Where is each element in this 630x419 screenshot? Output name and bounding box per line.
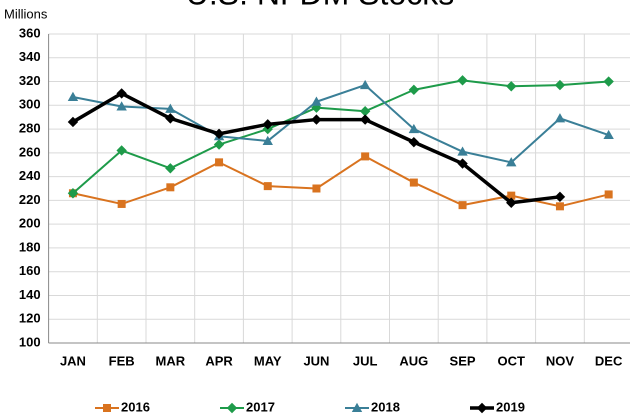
legend-label: 2018 (371, 399, 400, 414)
marker (506, 197, 517, 208)
marker (361, 152, 370, 161)
marker (555, 202, 564, 211)
y-tick-label: 120 (19, 311, 41, 326)
marker (213, 139, 225, 150)
y-tick-label: 240 (19, 168, 41, 183)
marker (67, 188, 79, 199)
marker (67, 91, 79, 101)
marker (166, 183, 175, 192)
marker (116, 145, 127, 156)
marker (359, 114, 371, 125)
marker (359, 79, 371, 90)
marker (408, 84, 420, 96)
marker (554, 191, 566, 203)
marker (554, 79, 566, 91)
marker (408, 136, 420, 148)
marker (457, 75, 468, 86)
y-tick-label: 220 (19, 192, 41, 207)
marker (604, 190, 613, 199)
x-tick-label: JUL (353, 353, 378, 368)
x-tick-label: FEB (109, 353, 135, 368)
marker (457, 146, 468, 156)
x-tick-label: MAR (156, 353, 186, 368)
y-tick-label: 140 (19, 287, 41, 302)
marker (603, 76, 614, 87)
x-tick-label: MAY (254, 353, 282, 368)
marker (458, 201, 467, 210)
y-tick-label: 340 (19, 49, 41, 64)
marker (262, 119, 273, 130)
y-tick-label: 260 (19, 144, 41, 159)
series-line (72, 79, 609, 195)
marker (263, 182, 272, 191)
x-tick-label: OCT (498, 353, 526, 368)
marker (117, 199, 126, 208)
legend-label: 2019 (496, 399, 525, 414)
marker (165, 113, 176, 124)
y-tick-label: 180 (19, 239, 41, 254)
marker (351, 402, 363, 412)
marker (165, 103, 176, 113)
chart-title: U.S. NFDM Stocks (186, 0, 454, 11)
y-tick-label: 300 (19, 97, 41, 112)
y-tick-label: 200 (19, 216, 41, 231)
marker (103, 404, 111, 412)
marker (312, 184, 321, 193)
marker (116, 101, 127, 111)
marker (213, 128, 225, 140)
x-tick-label: JAN (60, 353, 86, 368)
x-tick-label: APR (205, 353, 233, 368)
y-tick-label: 360 (19, 25, 41, 40)
y-tick-label: 320 (19, 73, 41, 88)
y-tick-label: 100 (19, 334, 41, 349)
marker (506, 81, 517, 92)
x-tick-label: JUN (303, 353, 329, 368)
x-tick-label: NOV (546, 353, 575, 368)
marker (226, 402, 238, 414)
y-tick-label: 280 (19, 121, 41, 136)
y-tick-label: 160 (19, 263, 41, 278)
marker (457, 158, 468, 169)
x-tick-label: SEP (450, 353, 476, 368)
marker (603, 129, 614, 140)
marker (409, 178, 418, 187)
marker (116, 88, 127, 99)
marker (554, 113, 566, 123)
marker (165, 163, 176, 174)
marker (359, 106, 371, 117)
marker (476, 402, 488, 414)
x-tick-label: DEC (595, 353, 623, 368)
x-tick-label: AUG (399, 353, 428, 368)
legend-label: 2017 (246, 399, 275, 414)
series-line (72, 155, 609, 208)
marker (215, 158, 224, 167)
legend-label: 2016 (121, 399, 150, 414)
series-line (72, 84, 609, 164)
marker (262, 135, 273, 145)
marker (311, 114, 322, 125)
y-axis-label: Millions (4, 6, 48, 21)
marker (67, 116, 79, 128)
marker (311, 96, 322, 106)
marker (506, 157, 517, 167)
marker (408, 123, 420, 134)
marker (507, 191, 516, 200)
